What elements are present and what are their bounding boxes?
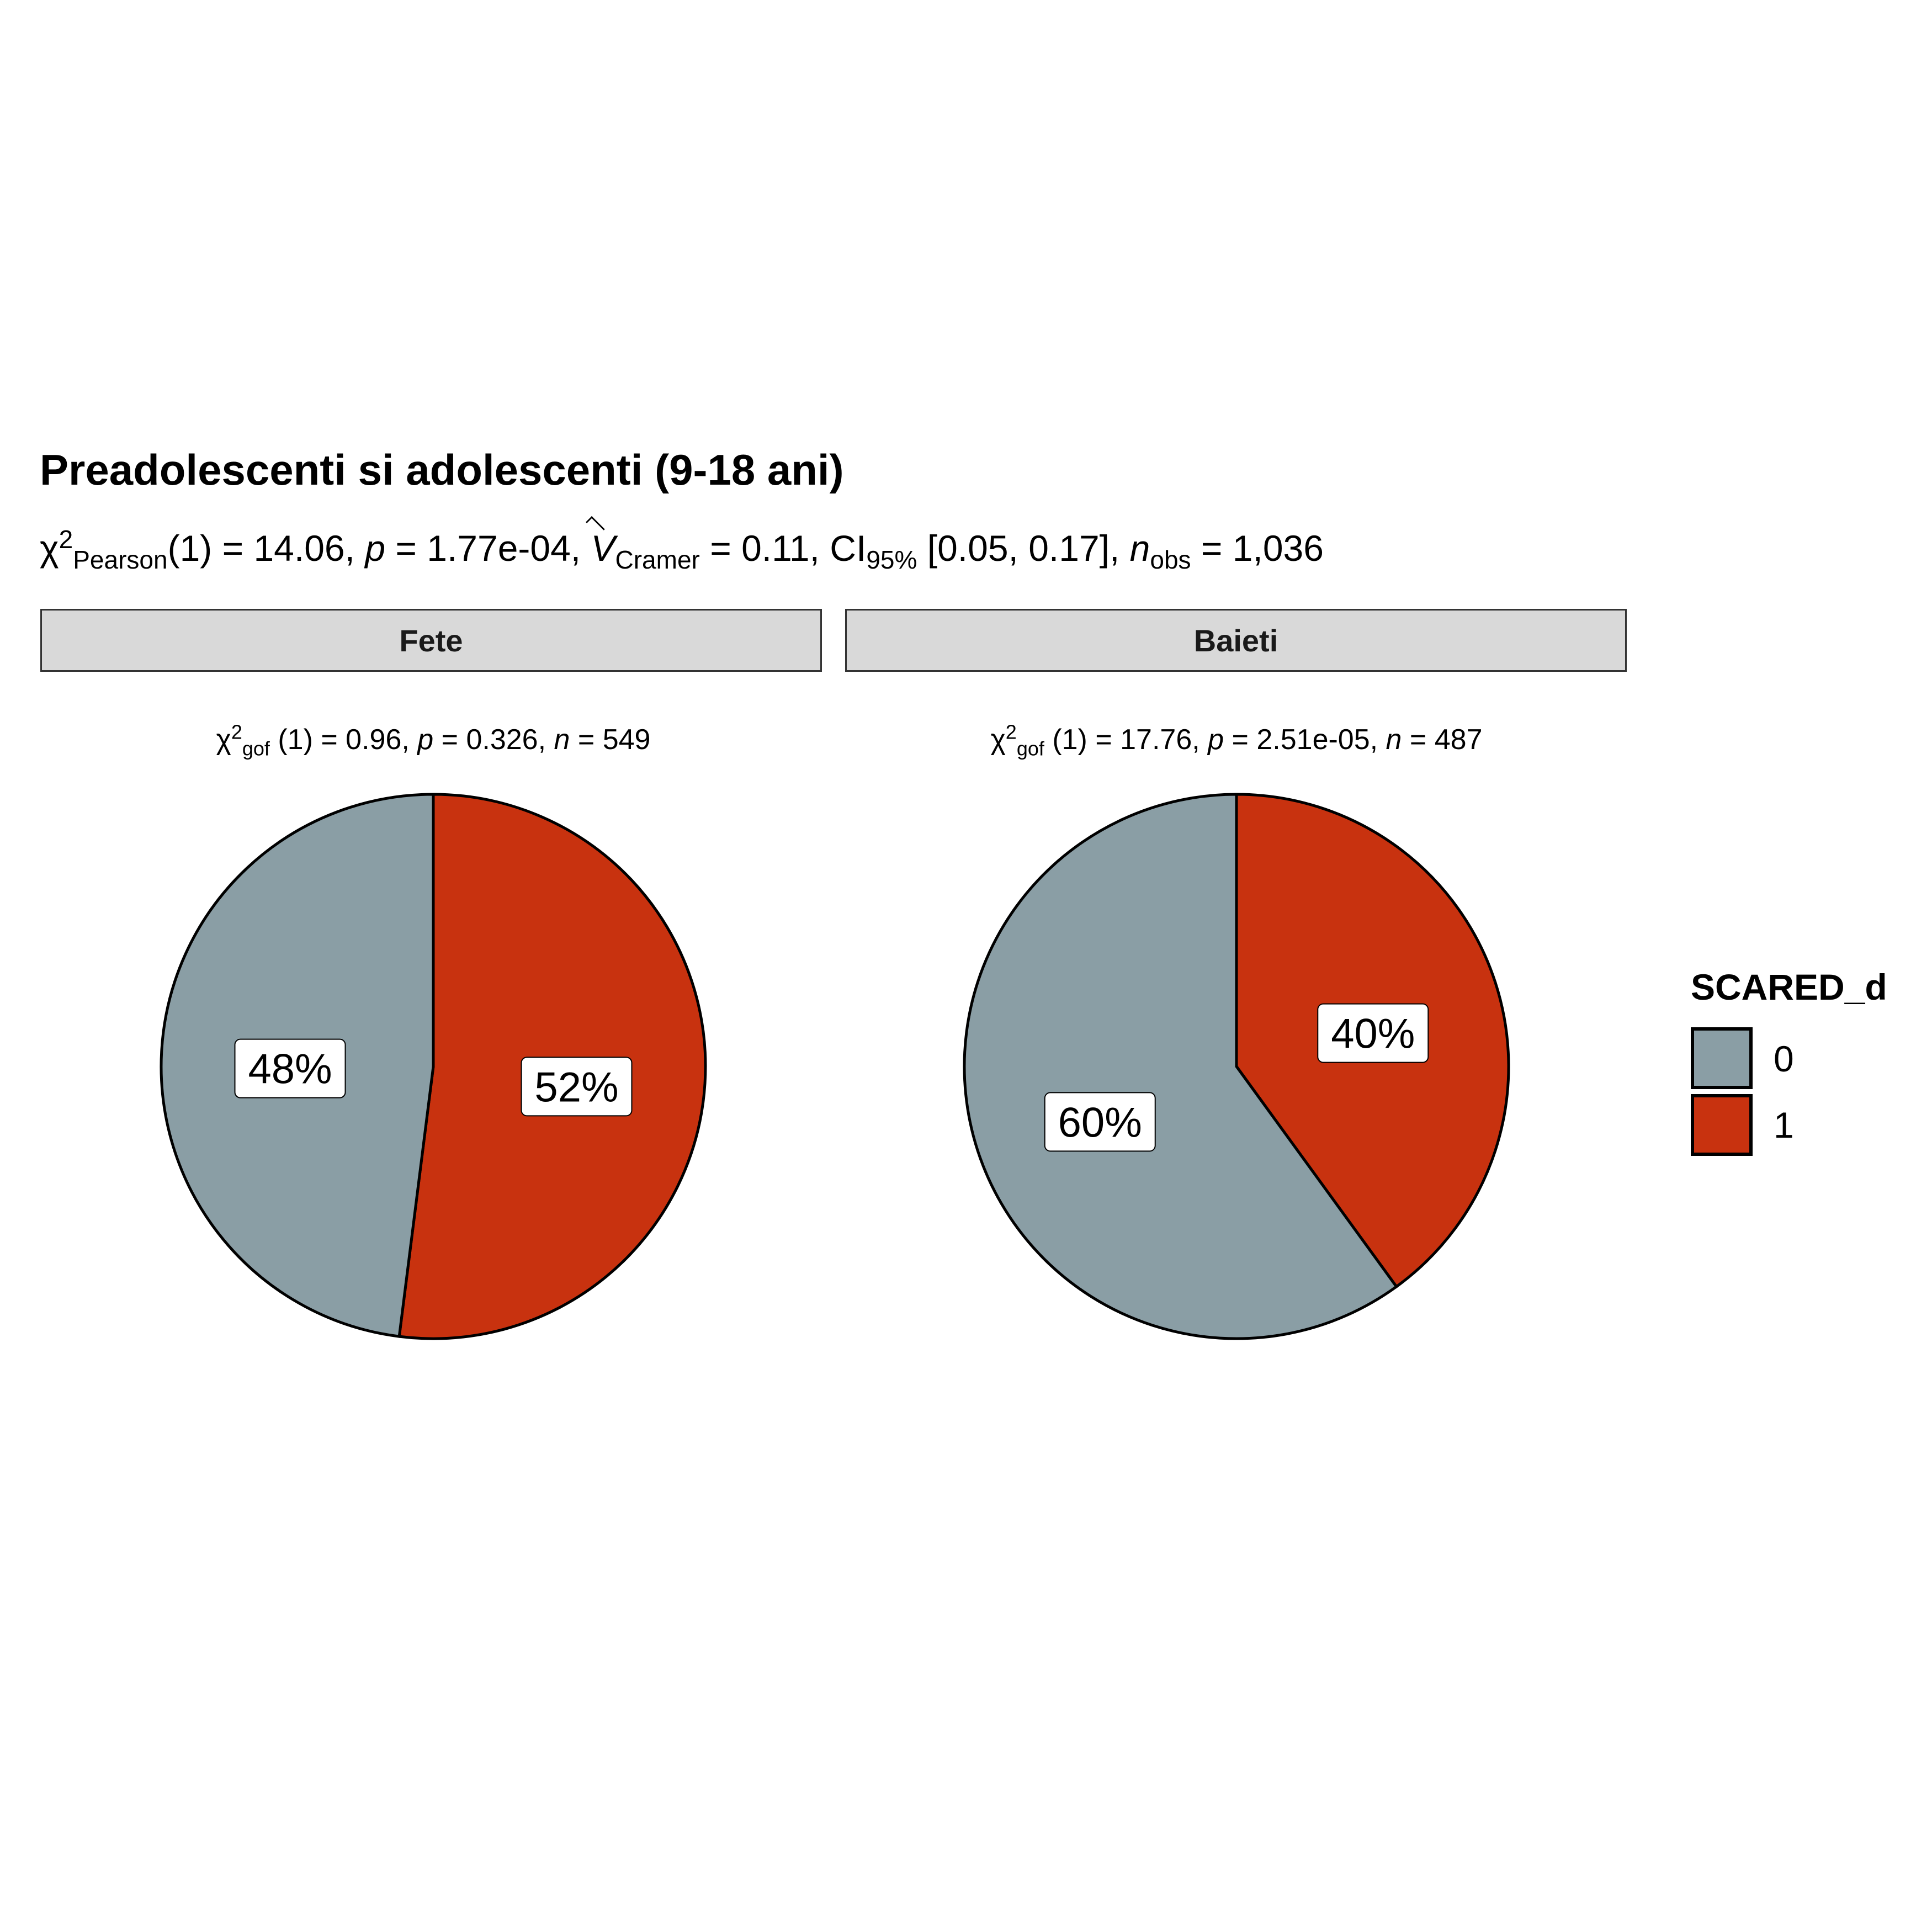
p-symbol: p — [1208, 724, 1224, 756]
chi-superscript: 2 — [1005, 720, 1017, 744]
legend-key-1 — [1691, 1094, 1753, 1156]
legend-label-1: 1 — [1774, 1105, 1794, 1145]
cramer-value: = 0.11, CI — [699, 528, 867, 569]
chi-superscript: 2 — [59, 525, 73, 554]
facet-test-baieti: χ2gof (1) = 17.76, p = 2.51e-05, n = 487 — [990, 720, 1483, 758]
v-hat-symbol: V — [591, 528, 615, 569]
n-value: = 487 — [1402, 724, 1483, 756]
chart-title: Preadolescenti si adolescenti (9-18 ani) — [40, 445, 844, 494]
gof-subscript: gof — [1016, 737, 1044, 760]
p-value: = 2.51e-05, — [1224, 724, 1386, 756]
n-obs-value: = 1,036 — [1191, 528, 1324, 569]
chi-superscript: 2 — [231, 720, 242, 744]
pie-baieti: 40% 60% — [963, 793, 1510, 1340]
slice-label-fete-1: 52% — [534, 1064, 618, 1111]
pie-fete: 52% 48% — [160, 793, 707, 1340]
facet-strip-fete: Fete — [40, 609, 822, 672]
cramer-subscript: Cramer — [615, 545, 700, 575]
chi-symbol: χ — [216, 724, 231, 756]
facet-test-fete: χ2gof (1) = 0.96, p = 0.326, n = 549 — [216, 720, 651, 758]
chi-value: (1) = 14.06, — [167, 528, 365, 569]
n-symbol: n — [1129, 528, 1150, 569]
chi-value: (1) = 17.76, — [1044, 724, 1208, 756]
slice-label-box-fete-0 — [234, 1038, 346, 1098]
ci-subscript: 95% — [866, 545, 917, 575]
chi-value: (1) = 0.96, — [269, 724, 418, 756]
chart-subtitle: χ2Pearson(1) = 14.06, p = 1.77e-04, VCra… — [40, 525, 1324, 572]
p-symbol: p — [365, 528, 386, 569]
slice-label-box-baieti-0 — [1044, 1092, 1156, 1152]
p-value: = 1.77e-04, — [385, 528, 591, 569]
legend-label-0: 0 — [1774, 1038, 1794, 1079]
slice-label-box-baieti-1 — [1317, 1003, 1429, 1063]
pearson-subscript: Pearson — [73, 545, 168, 575]
n-value: = 549 — [570, 724, 651, 756]
chi-symbol: χ — [40, 528, 59, 569]
chi-symbol: χ — [990, 724, 1006, 756]
slice-label-baieti-0: 60% — [1058, 1099, 1142, 1146]
p-symbol: p — [417, 724, 434, 756]
legend-title: SCARED_d — [1691, 967, 1887, 1007]
gof-subscript: gof — [242, 737, 270, 760]
legend-key-0 — [1691, 1027, 1753, 1089]
p-value: = 0.326, — [433, 724, 554, 756]
facet-strip-baieti: Baieti — [845, 609, 1627, 672]
ci-value: [0.05, 0.17], — [917, 528, 1130, 569]
pie-slice-baieti-0 — [963, 793, 1399, 1340]
n-symbol: n — [554, 724, 570, 756]
n-symbol: n — [1386, 724, 1402, 756]
n-obs-subscript: obs — [1150, 545, 1191, 575]
slice-label-box-fete-1 — [521, 1057, 633, 1117]
slice-label-fete-0: 48% — [248, 1046, 332, 1093]
slice-label-baieti-1: 40% — [1331, 1011, 1415, 1058]
